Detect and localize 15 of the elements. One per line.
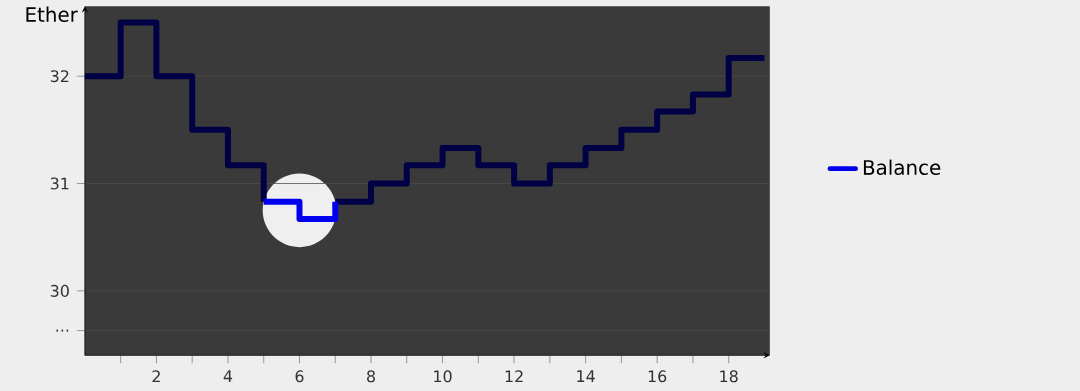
y-axis-title: Ether — [26, 6, 78, 22]
x-tick-label: 10 — [434, 370, 452, 383]
y-tick-label: ... — [56, 329, 69, 332]
x-tick-label: 18 — [720, 370, 738, 383]
y-tick-label: 31 — [50, 177, 69, 190]
x-tick-label: 6 — [295, 370, 304, 383]
x-tick-label: 4 — [223, 370, 233, 382]
x-tick-label: 12 — [505, 370, 523, 383]
x-tick-label: 8 — [367, 370, 375, 383]
y-tick-label: 32 — [50, 70, 69, 83]
legend-label: Balance — [863, 159, 941, 175]
y-tick-label: 30 — [50, 284, 69, 297]
x-tick-label: 2 — [152, 370, 160, 383]
x-tick-label: 14 — [577, 370, 595, 382]
x-tick-label: 16 — [648, 370, 667, 383]
